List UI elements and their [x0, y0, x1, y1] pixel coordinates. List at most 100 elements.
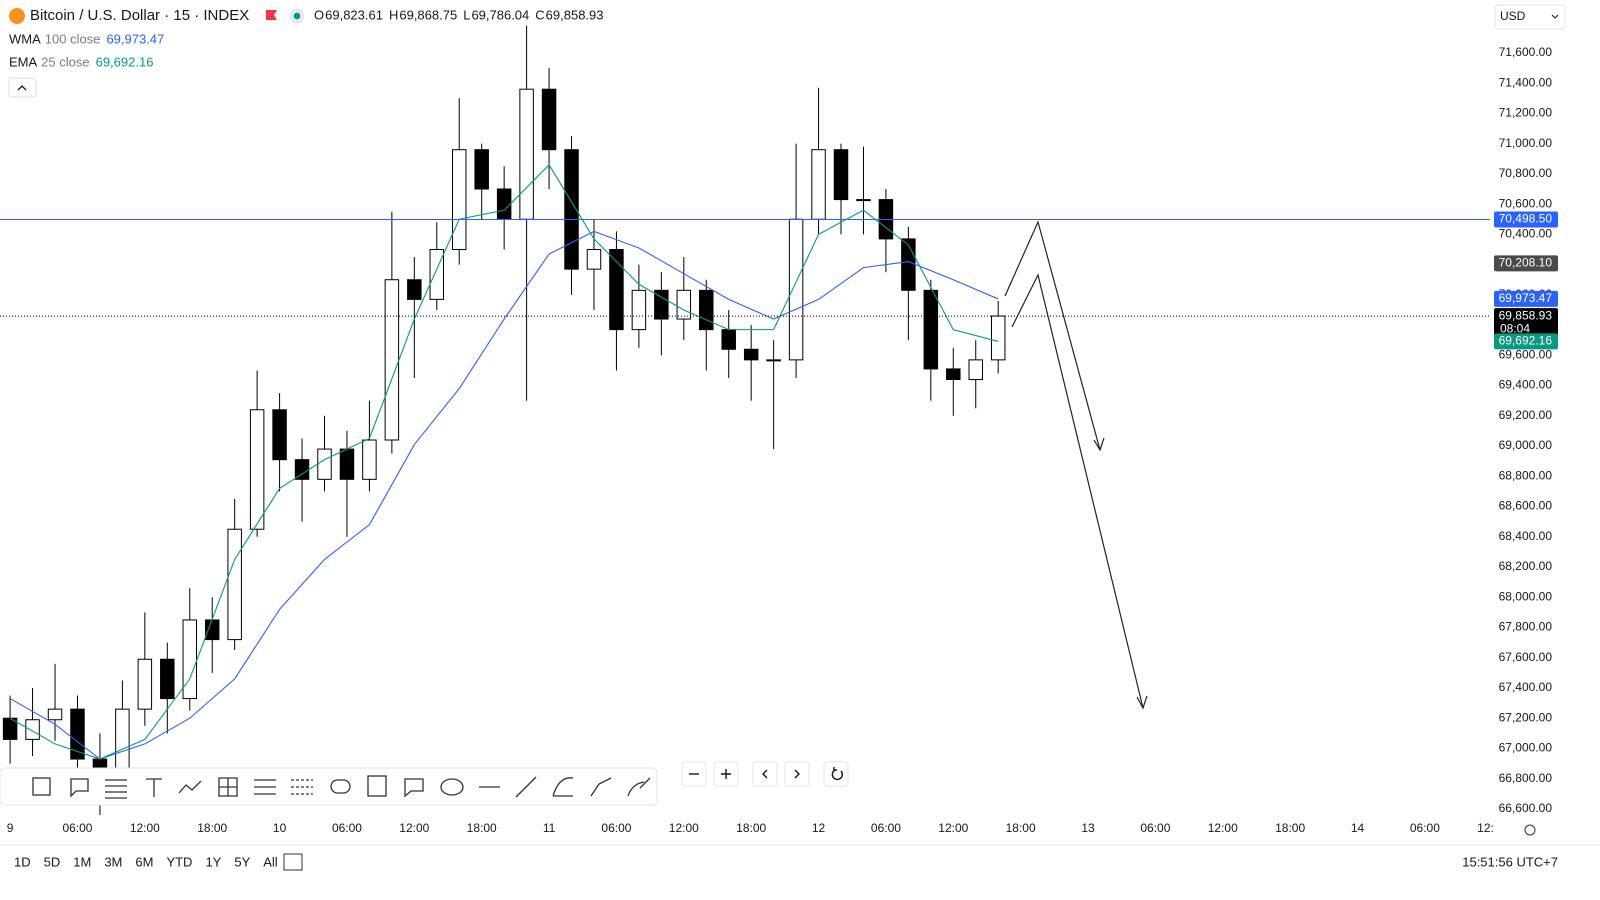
range-button[interactable]: 5Y: [234, 854, 250, 869]
price-tag: [1494, 211, 1558, 228]
scroll-left-button[interactable]: [752, 761, 778, 787]
ohlc-key: O: [314, 7, 324, 22]
range-button[interactable]: 1Y: [205, 854, 221, 869]
tool-icon[interactable]: [330, 779, 351, 794]
y-tick-label: 69,600.00: [1499, 348, 1553, 362]
tool-icon[interactable]: [440, 778, 464, 796]
symbol: Bitcoin / U.S. Dollar · 15 · INDEX: [30, 7, 249, 24]
drawing-arrows[interactable]: [1004, 220, 1148, 710]
indicator-name[interactable]: WMA: [9, 31, 41, 46]
candle-body: [294, 459, 310, 480]
candle-body: [990, 315, 1006, 361]
tool-icon[interactable]: [254, 779, 276, 795]
candle-body: [204, 619, 220, 641]
range-button[interactable]: 6M: [135, 854, 153, 869]
plot-area: [0, 25, 1490, 815]
flag-icon: [266, 10, 277, 20]
tool-icon[interactable]: [291, 779, 313, 795]
y-tick-label: 67,000.00: [1499, 741, 1553, 755]
x-tick-label: 12:00: [399, 821, 429, 835]
arrow-head: [1093, 437, 1105, 452]
tool-icon[interactable]: [146, 778, 162, 797]
range-button[interactable]: 1D: [14, 854, 31, 869]
y-tick-label: 68,800.00: [1499, 468, 1553, 482]
candle-body: [676, 289, 692, 320]
indicator-params: 100 close: [45, 31, 101, 46]
countdown: 08:04: [1500, 321, 1530, 335]
candle-body: [541, 88, 557, 151]
y-tick-label: 67,800.00: [1499, 620, 1553, 634]
tool-icon[interactable]: [105, 779, 127, 799]
candle-body: [474, 149, 489, 190]
range-button[interactable]: YTD: [166, 854, 192, 869]
nav-icons: [689, 767, 844, 781]
tool-icon[interactable]: [552, 777, 574, 797]
candle-body: [452, 149, 467, 250]
y-tick-label: 68,400.00: [1499, 529, 1553, 543]
tool-icon[interactable]: [70, 778, 89, 798]
drawing-toolbar: [0, 767, 658, 806]
candle-body: [923, 289, 939, 370]
tool-icon[interactable]: [590, 777, 612, 797]
moving-average-line: [9, 163, 999, 760]
x-tick-label: 12:00: [130, 821, 160, 835]
collapse-button[interactable]: [8, 77, 37, 98]
x-tick-label: 10: [273, 821, 287, 835]
candle-body: [968, 359, 983, 381]
y-tick-label: 70,800.00: [1499, 166, 1553, 180]
candle-body: [833, 149, 849, 201]
x-tick-label: 18:00: [1006, 821, 1036, 835]
calendar-icon[interactable]: [283, 853, 303, 871]
range-button[interactable]: All: [263, 854, 278, 869]
candle-body: [721, 329, 736, 350]
tool-icon[interactable]: [218, 777, 238, 797]
y-tick-label: 71,200.00: [1499, 106, 1553, 120]
candle-body: [699, 289, 714, 331]
plus-icon: [721, 769, 731, 779]
range-button[interactable]: 1M: [73, 854, 91, 869]
tool-icon[interactable]: [178, 780, 202, 794]
chevron-icon: [17, 85, 27, 91]
tool-icon[interactable]: [404, 778, 424, 798]
tool-icon[interactable]: [627, 777, 651, 797]
price-tag-label: 69,858.93: [1499, 308, 1553, 322]
x-tick-label: 12:00: [1208, 821, 1238, 835]
indicator-value: 69,973.47: [106, 31, 164, 46]
x-tick-label: 12: [812, 821, 826, 835]
y-tick-label: 69,000.00: [1499, 438, 1553, 452]
tool-icon[interactable]: [515, 776, 537, 798]
moving-average-line: [9, 230, 999, 760]
candle-body: [811, 149, 826, 220]
candle-body: [249, 409, 265, 530]
y-tick-label: 68,200.00: [1499, 559, 1553, 573]
price-tag: [1494, 290, 1558, 307]
x-tick-label: 18:00: [467, 821, 497, 835]
range-button[interactable]: 5D: [44, 854, 61, 869]
x-tick-label: 13: [1081, 821, 1095, 835]
reset-button[interactable]: [823, 761, 849, 787]
y-tick-label: 68,000.00: [1499, 589, 1553, 603]
indicator-name[interactable]: EMA: [9, 54, 38, 69]
candle-body: [70, 708, 85, 760]
toolbar-bg: [0, 767, 658, 806]
candle-body: [766, 359, 781, 362]
settings-icon[interactable]: [1524, 824, 1536, 836]
arrow-head: [1136, 695, 1148, 710]
x-tick-label: 06:00: [1140, 821, 1170, 835]
candle-body: [564, 149, 579, 270]
ohlc-value: 69,823.61: [325, 7, 383, 22]
legend-header: Bitcoin / U.S. Dollar · 15 · INDEX O 69,8…: [9, 7, 604, 69]
tool-icon[interactable]: [32, 777, 51, 796]
y-tick-label: 67,600.00: [1499, 650, 1553, 664]
tool-icon[interactable]: [367, 775, 387, 797]
coin-icon: [9, 8, 25, 24]
currency-select[interactable]: [1494, 4, 1566, 30]
y-tick-label: 70,600.00: [1499, 196, 1553, 210]
scroll-right-button[interactable]: [784, 761, 810, 787]
y-tick-label: 71,400.00: [1499, 75, 1553, 89]
x-tick-label: 06:00: [1410, 821, 1440, 835]
price-tag: [1494, 308, 1558, 337]
axes: 71,600.00 71,400.00 71,200.00 71,000.00 70,8…: [7, 45, 1558, 835]
x-tick-label: 18:00: [736, 821, 766, 835]
range-button[interactable]: 3M: [104, 854, 122, 869]
